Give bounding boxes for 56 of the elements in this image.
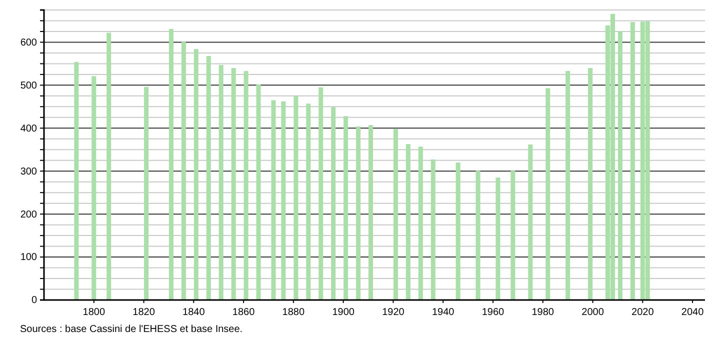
bar — [618, 31, 622, 300]
x-tick-label: 1960 — [482, 307, 505, 318]
bar — [566, 71, 570, 300]
bar — [356, 126, 361, 300]
bar — [318, 87, 324, 300]
bar — [92, 76, 96, 300]
bar — [588, 68, 593, 300]
bar — [168, 28, 174, 300]
bar — [630, 22, 635, 300]
bar — [144, 86, 149, 300]
source-note: Sources : base Cassini de l'EHESS et base Insee. — [20, 324, 243, 335]
y-tick-label: 500 — [20, 80, 38, 92]
x-tick-label: 1900 — [332, 307, 355, 318]
bar — [281, 102, 286, 300]
bar — [496, 178, 500, 300]
x-tick-label: 1840 — [182, 307, 206, 318]
bar — [106, 32, 112, 300]
bar — [244, 71, 248, 300]
bar — [528, 144, 533, 300]
bar — [476, 170, 480, 300]
x-tick-label: 1800 — [82, 307, 106, 318]
y-tick-label: 200 — [20, 209, 38, 220]
x-tick-label: 1880 — [282, 307, 305, 318]
bar — [181, 42, 186, 300]
x-tick-label: 2040 — [681, 307, 704, 318]
bar — [74, 62, 79, 300]
bar — [393, 129, 398, 300]
bar — [418, 146, 423, 300]
y-tick-label: 300 — [20, 166, 38, 178]
y-tick-label: 0 — [31, 295, 38, 306]
x-tick-label: 1860 — [232, 307, 256, 318]
bar — [218, 64, 224, 300]
x-tick-label: 2020 — [632, 307, 654, 318]
y-tick-label: 100 — [20, 252, 38, 264]
bar — [406, 144, 410, 300]
bar — [331, 107, 336, 300]
bar — [368, 125, 374, 300]
x-tick-label: 1920 — [382, 307, 405, 318]
bar — [294, 96, 298, 300]
bar — [206, 56, 211, 300]
bar — [306, 104, 311, 300]
bar — [510, 170, 516, 300]
bar — [271, 100, 276, 300]
bar — [256, 84, 261, 300]
y-tick-label: 600 — [20, 37, 38, 48]
bar — [456, 162, 460, 300]
x-tick-label: 1820 — [132, 307, 156, 318]
x-tick-label: 2000 — [582, 307, 604, 318]
bar — [430, 160, 436, 300]
y-tick-label: 400 — [20, 123, 38, 134]
x-tick-label: 1980 — [532, 307, 554, 318]
x-tick-label: 1940 — [432, 307, 455, 318]
bar — [231, 68, 236, 300]
bar — [546, 88, 550, 300]
bar — [344, 116, 348, 300]
bar — [194, 49, 198, 300]
